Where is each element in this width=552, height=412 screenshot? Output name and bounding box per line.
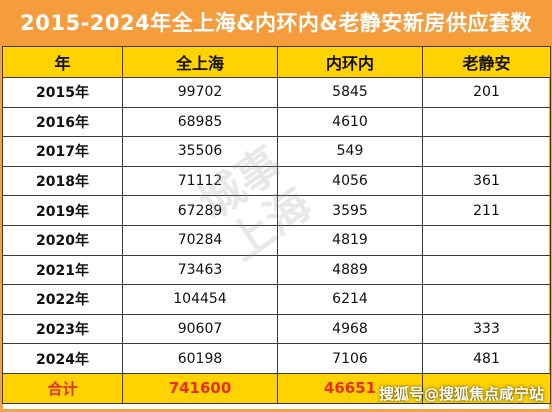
supply-table: 年 全上海 内环内 老静安 2015年 99702 5845 201 2016年 6898… [2, 46, 551, 404]
inner-ring-cell: 4968 [277, 313, 423, 345]
total-label: 合计 [2, 372, 123, 404]
year-cell: 2015年 [2, 77, 123, 108]
jingan-cell: 333 [422, 313, 551, 345]
total-jingan [422, 372, 551, 404]
year-cell: 2022年 [2, 284, 123, 315]
shanghai-cell: 71112 [122, 165, 278, 197]
source-watermark: 搜狐号@搜狐焦点咸宁站 [378, 385, 544, 403]
shanghai-cell: 68985 [122, 106, 278, 138]
shanghai-cell: 60198 [122, 343, 278, 374]
jingan-cell: 211 [422, 195, 551, 226]
shanghai-cell: 90607 [122, 313, 278, 345]
year-cell: 2023年 [2, 313, 123, 345]
jingan-cell [422, 136, 551, 167]
header-inner-ring: 内环内 [277, 46, 423, 78]
year-cell: 2016年 [2, 106, 123, 138]
inner-ring-cell: 3595 [277, 195, 423, 226]
shanghai-cell: 67289 [122, 195, 278, 226]
jingan-cell: 201 [422, 77, 551, 108]
year-cell: 2018年 [2, 165, 123, 197]
year-cell: 2019年 [2, 195, 123, 226]
header-year: 年 [2, 46, 123, 78]
inner-ring-cell: 5845 [277, 77, 423, 108]
inner-ring-cell: 4056 [277, 165, 423, 197]
table-row: 2016年 68985 4610 [2, 106, 551, 138]
header-jingan: 老静安 [422, 46, 551, 78]
table-row: 2015年 99702 5845 201 [2, 77, 551, 108]
jingan-cell [422, 284, 551, 315]
table-row: 2023年 90607 4968 333 [2, 313, 551, 345]
jingan-cell [422, 254, 551, 286]
inner-ring-cell: 6214 [277, 284, 423, 315]
year-cell: 2020年 [2, 224, 123, 256]
inner-ring-cell: 4819 [277, 224, 423, 256]
table-row: 2020年 70284 4819 [2, 224, 551, 256]
inner-ring-cell: 4610 [277, 106, 423, 138]
table-row: 2017年 35506 549 [2, 136, 551, 167]
shanghai-cell: 104454 [122, 284, 278, 315]
jingan-cell: 361 [422, 165, 551, 197]
table-row: 2018年 71112 4056 361 [2, 165, 551, 197]
inner-ring-cell: 4889 [277, 254, 423, 286]
total-row: 合计 741600 46651 [2, 372, 551, 404]
year-cell: 2021年 [2, 254, 123, 286]
shanghai-cell: 35506 [122, 136, 278, 167]
shanghai-cell: 70284 [122, 224, 278, 256]
table-row: 2021年 73463 4889 [2, 254, 551, 286]
shanghai-cell: 73463 [122, 254, 278, 286]
shanghai-cell: 99702 [122, 77, 278, 108]
table-row: 2024年 60198 7106 481 [2, 343, 551, 374]
jingan-cell [422, 106, 551, 138]
inner-ring-cell: 7106 [277, 343, 423, 374]
page-title: 2015-2024年全上海&内环内&老静安新房供应套数 [0, 0, 552, 46]
year-cell: 2017年 [2, 136, 123, 167]
table-row: 2022年 104454 6214 [2, 284, 551, 315]
table-row: 2019年 67289 3595 211 [2, 195, 551, 226]
jingan-cell [422, 224, 551, 256]
total-shanghai: 741600 [122, 372, 278, 404]
year-cell: 2024年 [2, 343, 123, 374]
inner-ring-cell: 549 [277, 136, 423, 167]
jingan-cell: 481 [422, 343, 551, 374]
header-shanghai: 全上海 [122, 46, 278, 78]
header-row: 年 全上海 内环内 老静安 [2, 46, 551, 78]
